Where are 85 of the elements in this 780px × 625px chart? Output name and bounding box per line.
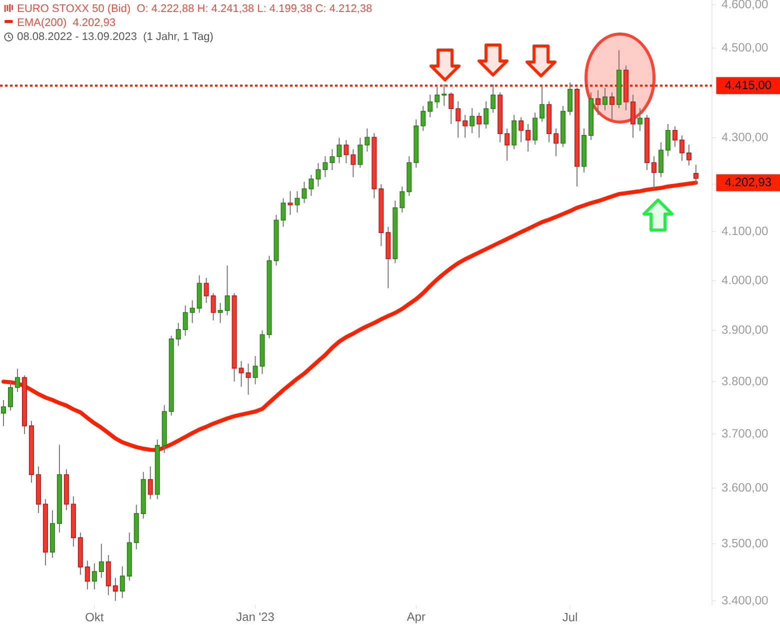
candlestick <box>630 94 636 138</box>
candlestick <box>358 137 363 168</box>
y-tick-label: 4.300,00 <box>722 132 768 143</box>
candlestick <box>322 156 328 178</box>
text: 4.202,93 <box>725 178 772 188</box>
candlestick <box>554 128 559 157</box>
annotation: (1 Jahr, 1 Tag) <box>144 32 213 42</box>
candlestick <box>476 112 482 138</box>
candlestick <box>490 84 496 114</box>
candlestick <box>448 92 454 125</box>
candlestick <box>92 562 97 590</box>
y-tick-label: 3.900,00 <box>722 325 768 336</box>
candlestick <box>280 198 286 228</box>
candlestick <box>400 186 405 213</box>
candlestick <box>308 174 314 196</box>
x-tick-label: Apr <box>406 612 426 624</box>
annotation: 4.202,93 <box>72 18 116 28</box>
candlestick <box>288 190 293 216</box>
candlestick <box>190 300 195 324</box>
candlestick <box>693 164 698 185</box>
candlestick <box>224 265 230 316</box>
candlestick <box>504 128 510 162</box>
candlestick <box>344 140 349 164</box>
candlestick <box>434 86 440 109</box>
candlestick <box>316 162 321 187</box>
y-tick-label: 3.800,00 <box>722 376 768 387</box>
candlestick <box>98 543 104 578</box>
y-tick-label: 4.600,00 <box>722 0 768 10</box>
candlestick <box>609 92 614 120</box>
candlestick <box>602 87 608 111</box>
x-tick-label: Jan '23 <box>236 612 274 622</box>
candlestick <box>665 124 670 157</box>
candlestick <box>686 144 692 166</box>
candlestick <box>336 137 342 164</box>
candlestick <box>8 381 13 411</box>
annotation: 08.08.2022 - 13.09.2023 <box>18 32 136 40</box>
candlestick <box>420 105 426 132</box>
candlestick <box>532 112 538 146</box>
y-tick-label: 3.600,00 <box>722 483 768 494</box>
candlestick <box>218 302 223 324</box>
candlestick <box>679 134 684 162</box>
candlestick <box>148 466 153 500</box>
candlestick <box>204 277 209 304</box>
line-series <box>1 180 698 452</box>
annotation: O: 4.222,88 H: 4.241,38 L: 4.199,38 C: 4.212,38 <box>137 4 372 14</box>
candlestick <box>518 116 524 143</box>
candlestick <box>596 90 600 116</box>
candlestick <box>651 156 656 190</box>
candlestick <box>658 142 664 178</box>
candlestick <box>456 100 461 138</box>
candlestick <box>484 100 489 130</box>
candlestick <box>350 148 356 178</box>
legend-label: EURO STOXX 50 (Bid) <box>18 4 130 14</box>
candlestick <box>238 360 244 388</box>
y-tick-label: 3.700,00 <box>722 429 768 440</box>
y-tick-label: 4.500,00 <box>722 43 768 54</box>
candlestick <box>210 292 216 321</box>
candlestick <box>637 108 642 132</box>
candlestick <box>330 148 335 171</box>
candlestick <box>568 82 573 116</box>
candlestick <box>246 363 251 396</box>
candlestick <box>364 128 370 152</box>
ref-line-label: 4.415,00 <box>725 80 772 91</box>
candlestick <box>442 84 447 106</box>
candlestick <box>0 400 6 427</box>
y-tick-label: 3.500,00 <box>722 538 768 549</box>
candlestick <box>14 368 20 392</box>
x-tick-label: Jul <box>562 612 577 622</box>
candlestick <box>120 566 125 599</box>
candlestick <box>84 560 90 590</box>
y-tick-label: 3.400,00 <box>722 596 768 606</box>
candlestick <box>672 126 678 148</box>
candlestick <box>462 114 468 138</box>
candlestick <box>252 356 258 385</box>
y-tick-label: 4.100,00 <box>722 226 768 237</box>
candlestick <box>428 94 433 118</box>
candlestick <box>470 108 475 134</box>
candlestick <box>176 322 181 346</box>
legend-label: EMA(200) <box>18 18 66 28</box>
candlestick <box>112 577 118 602</box>
y-tick-label: 4.000,00 <box>722 276 768 286</box>
candlestick <box>182 304 188 336</box>
candlestick <box>526 124 531 152</box>
x-tick-label: Okt <box>86 612 104 622</box>
candlestick <box>540 86 545 122</box>
